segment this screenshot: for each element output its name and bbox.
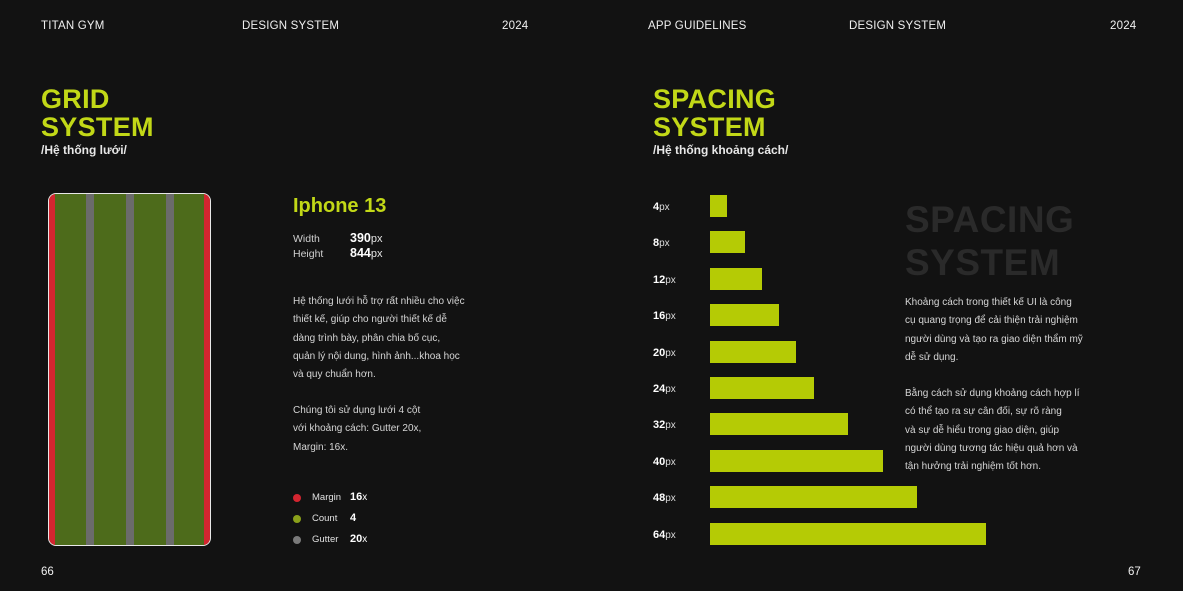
paragraph-line: tận hưởng trải nghiệm tốt hơn.	[905, 461, 1041, 473]
device-name: Iphone 13	[293, 195, 387, 217]
paragraph-line: người dùng và tạo ra giao diện thẩm mỹ	[905, 333, 1083, 345]
legend-label: Gutter	[312, 534, 339, 545]
title-line-1: GRID	[41, 84, 110, 114]
paragraph-line: Khoảng cách trong thiết kế UI là công	[905, 297, 1072, 308]
spacing-bar	[710, 377, 814, 399]
paragraph-line: Bằng cách sử dụng khoảng cách hợp lí	[905, 388, 1080, 399]
grid-column	[94, 194, 126, 545]
paragraph-line: dàng trình bày, phân chia bố cục,	[293, 332, 441, 344]
device-specs: Width 390px Height 844px	[293, 231, 443, 263]
spacing-bar	[710, 231, 745, 254]
spacing-label: 20px	[653, 346, 676, 359]
grid-column	[174, 194, 204, 545]
grid-gutter	[86, 194, 94, 545]
spacing-bar	[710, 304, 779, 327]
page-title: GRID SYSTEM	[41, 85, 154, 141]
spacing-bar	[710, 413, 848, 436]
title-line-1: SPACING	[653, 84, 777, 114]
title-line-2: SYSTEM	[653, 112, 766, 142]
title-line-2: SYSTEM	[41, 112, 154, 142]
legend-item: Margin 16x	[293, 490, 413, 511]
ghost-line-2: SYSTEM	[905, 242, 1061, 283]
spacing-label: 48px	[653, 492, 676, 505]
ghost-title: SPACING SYSTEM	[905, 198, 1074, 284]
height-label: Height	[293, 248, 324, 260]
legend-dot	[293, 536, 301, 544]
spacing-label: 24px	[653, 383, 676, 395]
header-section: DESIGN SYSTEM	[849, 20, 947, 32]
spacing-label: 16px	[653, 310, 676, 323]
spacing-label: 40px	[653, 455, 676, 468]
grid-column	[134, 194, 166, 545]
grid-usage-note: Chúng tôi sử dụng lưới 4 cột với khoảng c…	[293, 402, 421, 457]
spacing-bar	[710, 449, 883, 472]
spacing-bar	[710, 522, 986, 545]
header-year: 2024	[1110, 20, 1137, 32]
paragraph-line: và sự dễ hiểu trong giao diện, giúp	[905, 424, 1060, 436]
header-section: DESIGN SYSTEM	[242, 20, 340, 32]
spacing-label: 12px	[653, 273, 676, 286]
legend-value: 16x	[350, 491, 368, 503]
legend-label: Count	[312, 513, 338, 524]
margin-right	[204, 194, 210, 545]
page-number: 66	[41, 566, 54, 578]
legend-value: 4	[350, 512, 357, 524]
page-subtitle: /Hệ thống khoảng cách/	[653, 143, 789, 157]
grid-description: Hệ thống lưới hỗ trợ rất nhiều cho việc t…	[293, 293, 465, 384]
paragraph-line: cụ quang trọng để cải thiện trải nghiệm	[905, 315, 1078, 327]
header-year: 2024	[502, 20, 529, 32]
paragraph-line: người dùng tương tác hiệu quả hơn và	[905, 442, 1078, 454]
spacing-bar	[710, 340, 797, 363]
paragraph-line: thiết kế, giúp cho người thiết kế dễ	[293, 314, 447, 326]
ghost-line-1: SPACING	[905, 199, 1075, 240]
paragraph-line: quản lý nội dung, hình ảnh...khoa học	[293, 350, 460, 362]
height-value: 844px	[350, 246, 383, 260]
spacing-scale: 4px 8px 12px 16px 20px 24px 32px 40px 48px 64px	[653, 195, 993, 555]
phone-grid-illustration	[48, 193, 211, 546]
paragraph-line: Chúng tôi sử dụng lưới 4 cột	[293, 405, 421, 416]
header-brand: TITAN GYM	[41, 20, 105, 32]
grid-gutter	[166, 194, 174, 545]
header-brand: APP GUIDELINES	[648, 20, 747, 32]
grid-gutter	[126, 194, 134, 545]
paragraph-line: dễ sử dụng.	[905, 351, 959, 363]
spacing-bar	[710, 195, 728, 217]
spacing-label: 8px	[653, 237, 670, 250]
width-label: Width	[293, 233, 320, 245]
spacing-label: 32px	[653, 419, 676, 432]
legend-label: Margin	[312, 492, 342, 503]
grid-column	[55, 194, 86, 545]
page-number: 67	[1128, 566, 1141, 578]
page-title: SPACING SYSTEM	[653, 85, 776, 141]
legend-item: Count 4	[293, 511, 413, 532]
spacing-bar	[710, 486, 917, 509]
page-subtitle: /Hệ thống lưới/	[41, 143, 127, 157]
margin-left	[49, 194, 55, 545]
paragraph-line: và quy chuẩn hơn.	[293, 369, 376, 381]
spacing-bar	[710, 267, 762, 290]
width-value: 390px	[350, 231, 383, 245]
legend-value: 20x	[350, 533, 368, 545]
grid-legend: Margin 16x Count 4 Gutter 20x	[293, 490, 413, 553]
paragraph-line: Margin: 16x.	[293, 441, 349, 453]
spacing-label: 4px	[653, 201, 670, 213]
legend-item: Gutter 20x	[293, 532, 413, 553]
paragraph-line: có thể tạo ra sự cân đối, sự rõ ràng	[905, 406, 1062, 418]
spacing-benefits: Bằng cách sử dụng khoảng cách hợp lí có t…	[905, 385, 1079, 476]
spacing-description: Khoảng cách trong thiết kế UI là công cụ …	[905, 294, 1083, 367]
paragraph-line: với khoảng cách: Gutter 20x,	[293, 423, 422, 435]
paragraph-line: Hệ thống lưới hỗ trợ rất nhiều cho việc	[293, 296, 465, 307]
spacing-label: 64px	[653, 528, 676, 541]
legend-dot	[293, 515, 301, 523]
legend-dot	[293, 494, 301, 502]
